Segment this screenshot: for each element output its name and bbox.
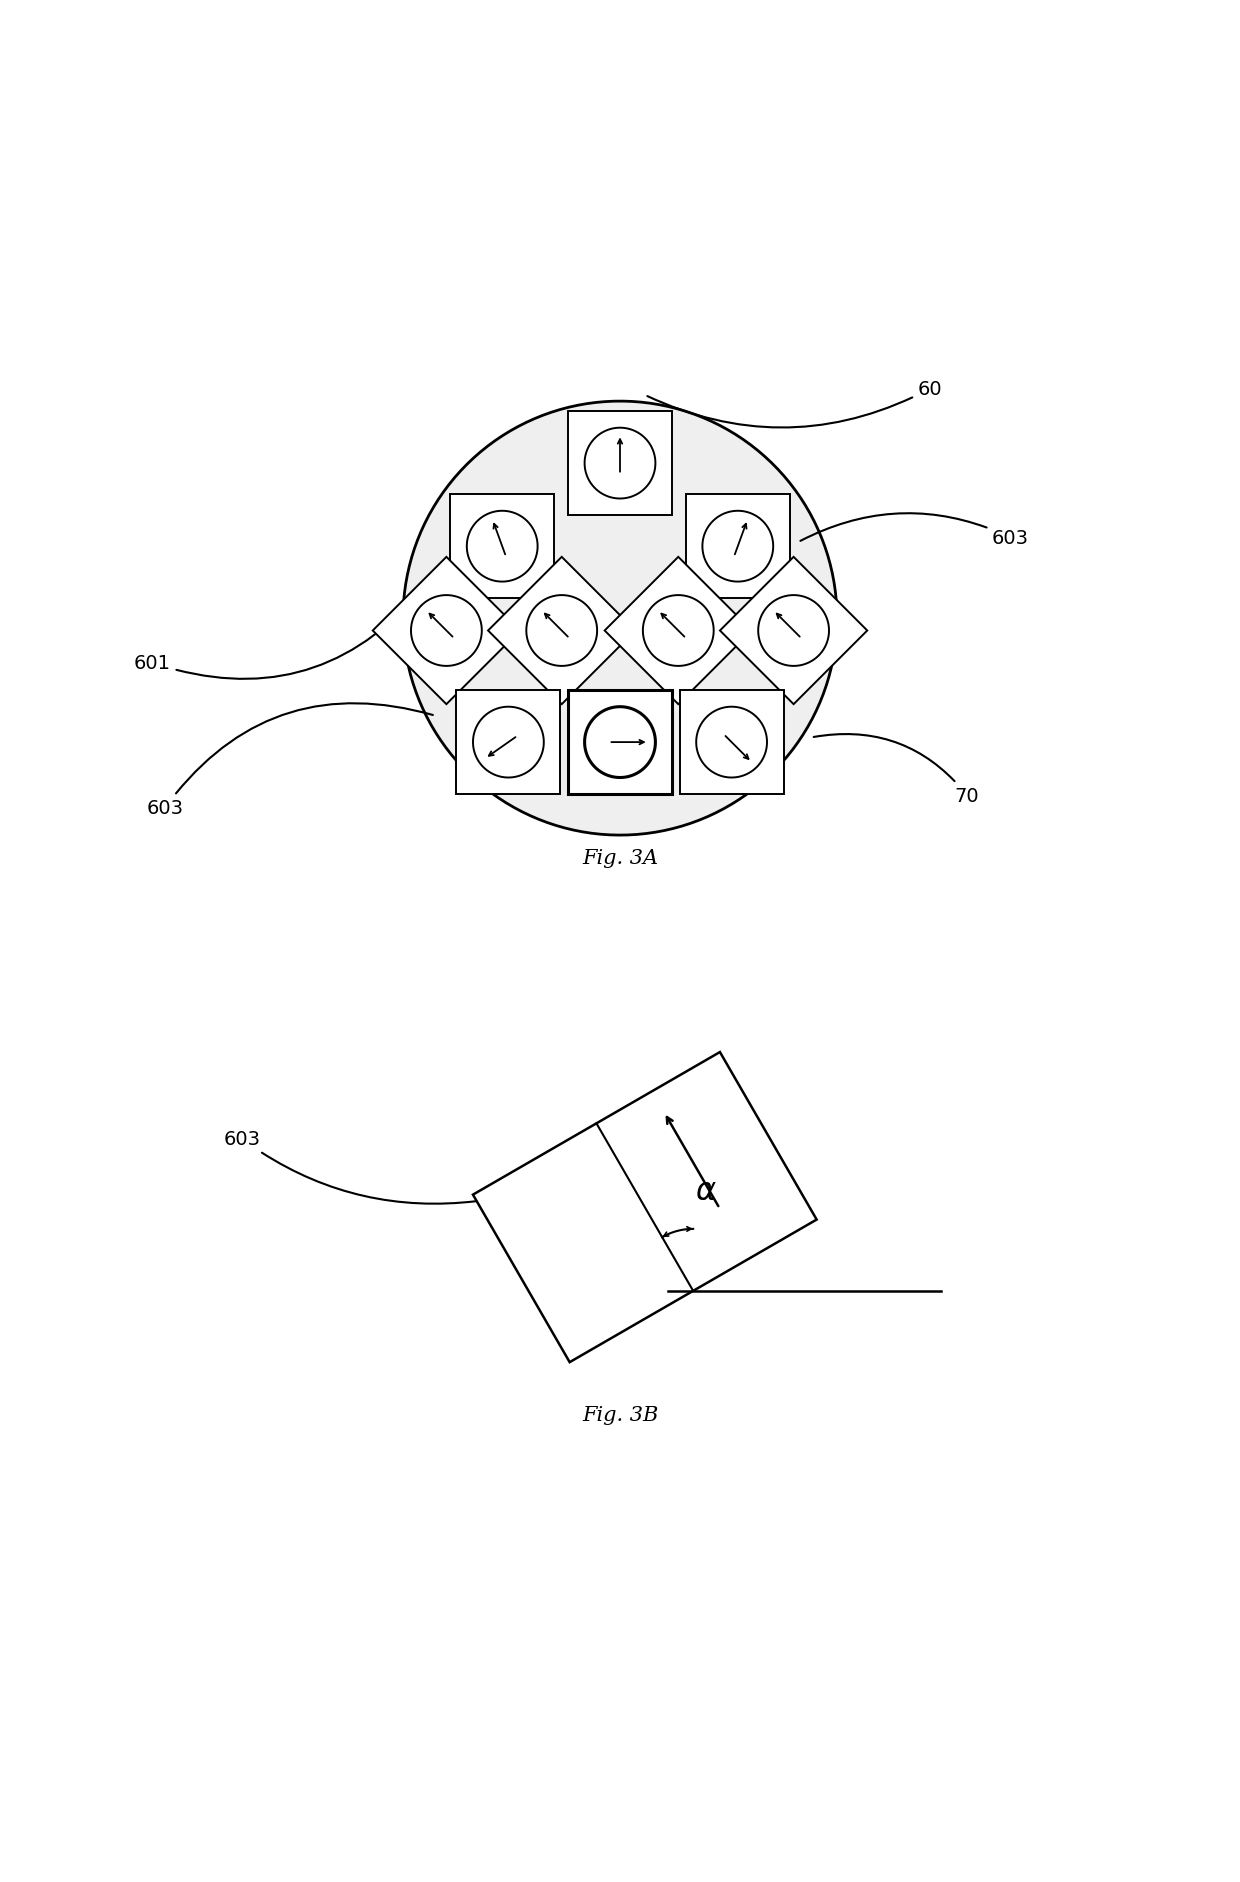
Polygon shape [568, 412, 672, 516]
Polygon shape [450, 495, 554, 598]
Polygon shape [373, 557, 520, 704]
Polygon shape [472, 708, 544, 777]
Text: Fig. 3B: Fig. 3B [582, 1406, 658, 1425]
Polygon shape [642, 597, 714, 666]
Text: Fig. 3A: Fig. 3A [582, 849, 658, 868]
Polygon shape [584, 429, 656, 499]
Text: 70: 70 [813, 734, 980, 805]
Text: 603: 603 [146, 704, 433, 819]
Polygon shape [720, 557, 867, 704]
Text: 601: 601 [134, 583, 428, 679]
Polygon shape [403, 403, 837, 836]
Text: $\alpha$: $\alpha$ [696, 1174, 717, 1206]
Text: 60: 60 [647, 380, 942, 429]
Polygon shape [489, 557, 635, 704]
Polygon shape [410, 597, 482, 666]
Polygon shape [526, 597, 598, 666]
Polygon shape [686, 495, 790, 598]
Polygon shape [472, 1052, 817, 1363]
Polygon shape [680, 691, 784, 794]
Polygon shape [605, 557, 751, 704]
Polygon shape [568, 691, 672, 794]
Text: 603: 603 [800, 514, 1029, 548]
Text: 603: 603 [223, 1129, 476, 1204]
Polygon shape [456, 691, 560, 794]
Polygon shape [466, 512, 538, 582]
Polygon shape [702, 512, 774, 582]
Polygon shape [696, 708, 768, 777]
Polygon shape [584, 708, 656, 777]
Polygon shape [758, 597, 830, 666]
